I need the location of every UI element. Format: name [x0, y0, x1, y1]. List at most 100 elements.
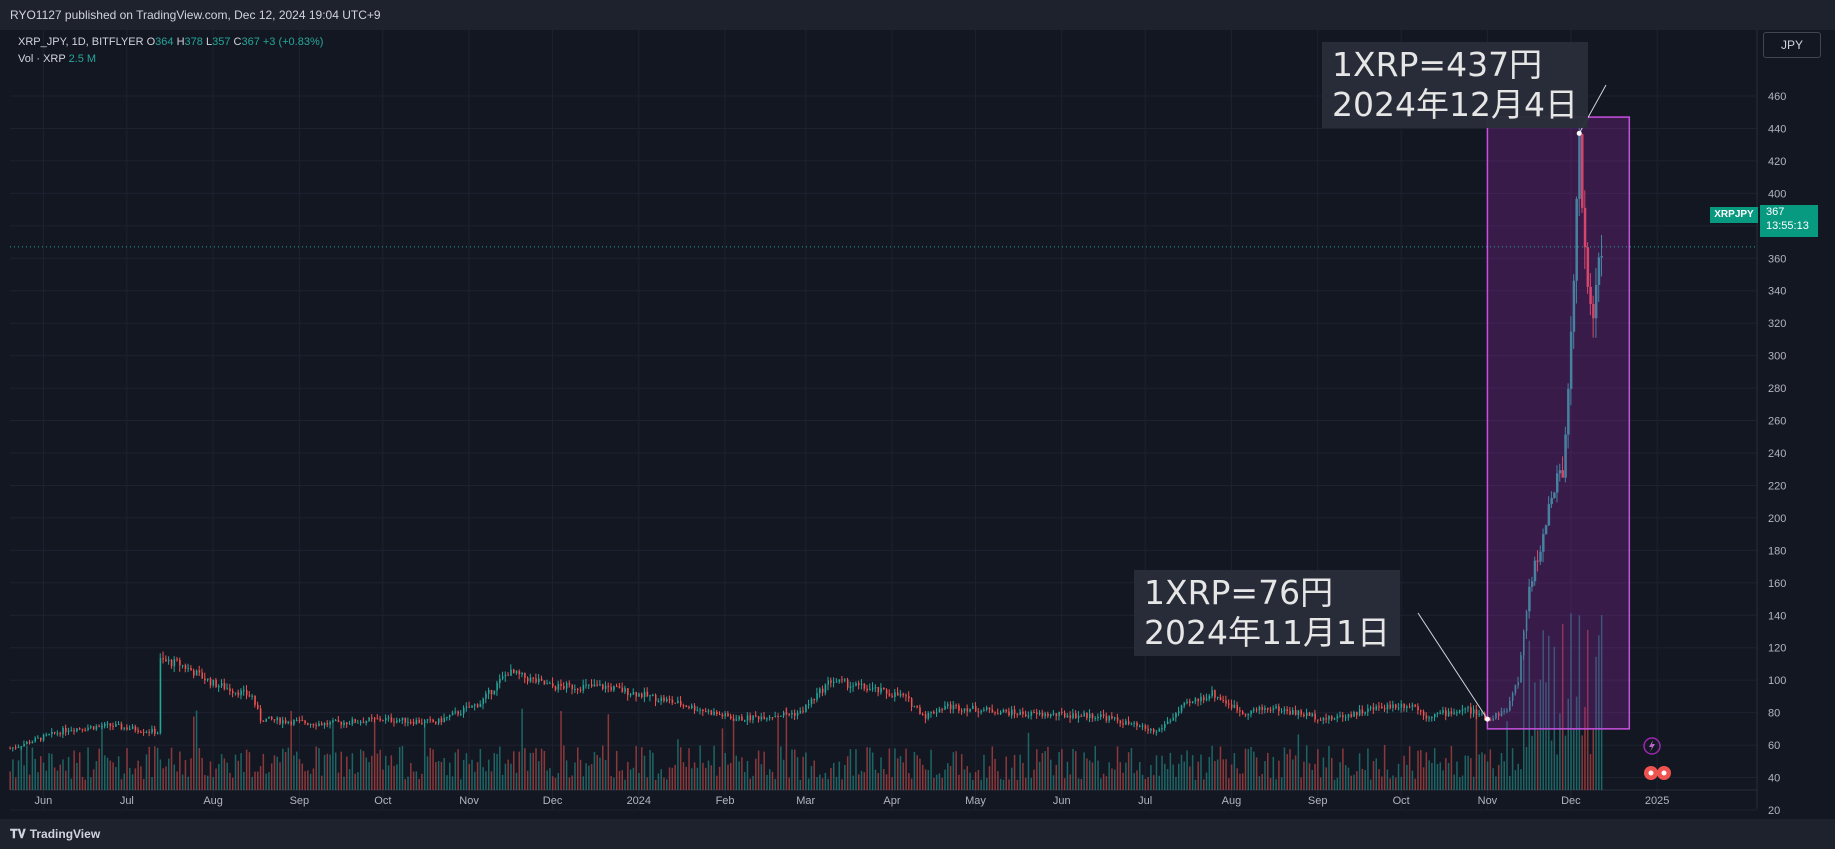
volume-bar: [604, 759, 607, 790]
candle-body: [1019, 711, 1021, 715]
volume-bar: [1394, 777, 1397, 790]
volume-bar: [596, 754, 598, 790]
volume-bar: [1472, 776, 1475, 790]
volume-bar: [173, 764, 176, 790]
candle-body: [944, 706, 946, 710]
volume-bar: [1317, 749, 1319, 790]
volume-bar: [1152, 775, 1155, 790]
volume-bar: [1425, 752, 1428, 790]
volume-bar: [1294, 755, 1297, 790]
volume-bar: [432, 749, 434, 790]
candle-body: [880, 687, 882, 693]
volume-bar: [301, 763, 304, 790]
volume-bar: [624, 779, 626, 790]
candle-body: [757, 716, 760, 720]
volume-bar: [1264, 761, 1266, 790]
volume-bar: [1589, 754, 1592, 790]
candle-body: [713, 711, 715, 715]
volume-bar: [184, 760, 187, 790]
volume-bar: [1595, 656, 1597, 790]
candle-body: [129, 728, 131, 730]
candle-body: [1136, 722, 1138, 726]
annotation-high[interactable]: 1XRP=437円 2024年12月4日: [1322, 42, 1588, 128]
candle-body: [629, 694, 632, 696]
candle-body: [257, 704, 259, 709]
volume-bar: [1489, 749, 1492, 790]
candle-body: [977, 711, 980, 713]
candle-body: [84, 729, 87, 731]
volume-bar: [309, 773, 312, 790]
volume-bar: [551, 776, 554, 790]
candle-body: [479, 704, 482, 708]
volume-bar: [1047, 746, 1049, 790]
candle-body: [919, 707, 921, 715]
candle-body: [824, 684, 827, 693]
candle-body: [204, 678, 206, 681]
highlight-rectangle: [1486, 116, 1631, 730]
candle-body: [894, 692, 896, 698]
volume-bar: [1194, 779, 1197, 790]
candle-body: [451, 712, 454, 716]
volume-bar: [510, 763, 512, 790]
volume-bar: [780, 746, 782, 790]
candle-body: [218, 685, 220, 688]
volume-bar: [679, 747, 682, 790]
volume-bar: [1205, 772, 1208, 790]
candle-body: [732, 718, 735, 721]
volume-bar: [1578, 615, 1581, 790]
volume-bar: [1433, 748, 1436, 790]
volume-bar: [638, 772, 640, 790]
volume-bar: [855, 749, 857, 790]
candle-body: [908, 696, 910, 699]
volume-bar: [529, 752, 532, 790]
candle-body: [137, 730, 139, 732]
tradingview-logo[interactable]: 𝐓𝐕 TradingView: [10, 827, 100, 842]
volume-bar: [1344, 765, 1347, 790]
candle-body: [42, 734, 45, 741]
volume-bar: [1458, 777, 1461, 790]
annotation-low[interactable]: 1XRP=76円 2024年11月1日: [1134, 570, 1400, 656]
volume-bar: [991, 746, 994, 790]
y-tick-label: 20: [1768, 805, 1780, 817]
volume-bar: [401, 745, 404, 790]
candle-body: [844, 679, 846, 681]
candle-body: [1495, 712, 1497, 719]
volume-bar: [693, 762, 696, 790]
candle-body: [254, 695, 256, 705]
volume-bar: [1189, 766, 1191, 790]
volume-bar: [206, 775, 209, 790]
volume-bar: [1422, 767, 1425, 790]
candle-body: [37, 737, 39, 739]
candle-body: [435, 722, 437, 724]
currency-button[interactable]: JPY: [1763, 32, 1821, 58]
volume-bar: [568, 777, 571, 790]
volume-bar: [1497, 764, 1500, 790]
candle-body: [872, 687, 874, 689]
volume-bar: [449, 762, 451, 790]
volume-bar: [1378, 769, 1380, 790]
candle-body: [1297, 710, 1300, 715]
volume-bar: [123, 773, 125, 790]
candle-body: [766, 718, 768, 720]
volume-bar: [899, 756, 902, 790]
volume-bar: [435, 762, 437, 790]
price-chart[interactable]: 4604404204003803603403203002802602402202…: [0, 30, 1835, 819]
candle-body: [1200, 696, 1202, 702]
candle-body: [65, 727, 67, 732]
volume-bar: [354, 773, 356, 790]
x-tick-label: May: [965, 795, 986, 807]
volume-bar: [51, 753, 53, 790]
volume-bar: [629, 769, 632, 790]
volume-bar: [137, 760, 139, 790]
candle-body: [201, 672, 203, 679]
candle-body: [365, 721, 368, 723]
candle-body: [1250, 710, 1252, 715]
alert-icons[interactable]: [1644, 766, 1671, 780]
volume-bar: [1041, 752, 1044, 790]
volume-bar: [465, 753, 468, 790]
candle-body: [833, 681, 835, 683]
candle-body: [187, 668, 190, 670]
volume-bar: [142, 778, 145, 790]
lightning-icon[interactable]: [1643, 737, 1661, 755]
volume-bar: [771, 771, 774, 790]
